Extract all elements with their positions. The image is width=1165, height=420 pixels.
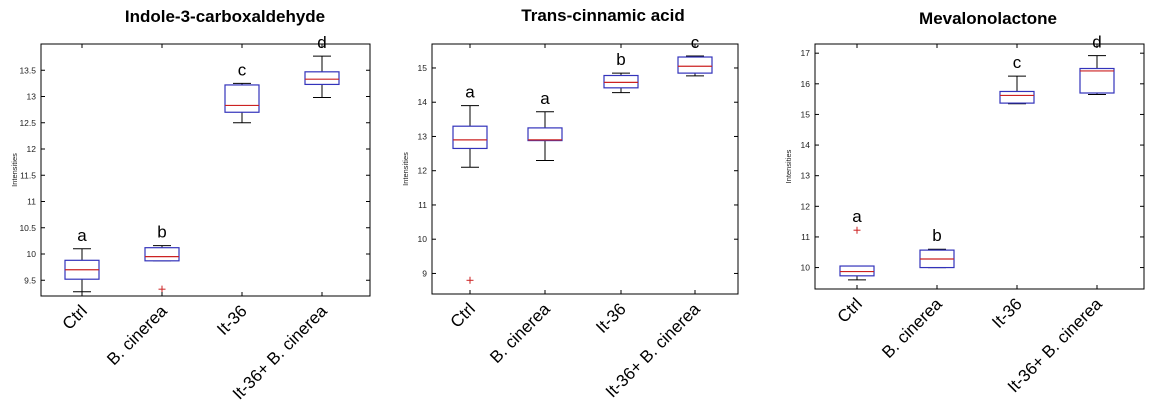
box-4: d bbox=[304, 33, 340, 99]
x-category-label: B. cinerea bbox=[486, 299, 554, 367]
box-1: a bbox=[452, 83, 488, 284]
iqr-box bbox=[224, 84, 260, 113]
y-tick-label: 17 bbox=[801, 48, 811, 58]
iqr-box bbox=[839, 265, 875, 277]
x-category-label: Ctrl bbox=[59, 301, 91, 333]
iqr-box bbox=[452, 125, 488, 150]
y-axis-label: Intensities bbox=[784, 149, 793, 183]
box-2: b bbox=[144, 223, 180, 293]
significance-letter: b bbox=[616, 50, 625, 69]
y-axis-label: Intensities bbox=[10, 153, 19, 187]
y-tick-label: 11.5 bbox=[20, 170, 36, 180]
box-2: b bbox=[919, 226, 955, 269]
plot-frame bbox=[40, 43, 371, 297]
chart-panel-2: Trans-cinnamic acid 9 10 11 12 13 14 15 Intensit… bbox=[401, 6, 739, 401]
box-3: c bbox=[224, 60, 260, 124]
chart-title: Mevalonolactone bbox=[919, 9, 1057, 28]
box-1: a bbox=[64, 226, 100, 293]
significance-letter: c bbox=[1013, 53, 1022, 72]
box-4: c bbox=[677, 33, 713, 77]
y-tick-label: 14 bbox=[801, 140, 811, 150]
y-tick-label: 9 bbox=[422, 268, 427, 278]
y-tick-label: 12 bbox=[801, 201, 811, 211]
significance-letter: b bbox=[932, 226, 941, 245]
iqr-box bbox=[1079, 67, 1115, 94]
y-tick-label: 15 bbox=[418, 63, 428, 73]
y-tick-label: 13.5 bbox=[19, 65, 36, 75]
iqr-box bbox=[304, 71, 340, 86]
box-3: b bbox=[603, 50, 639, 94]
outlier-marker bbox=[853, 226, 861, 234]
chart-panel-1: Indole-3-carboxaldehyde 9.5 10 10.5 11 11.5 12… bbox=[10, 7, 371, 403]
y-tick-label: 15 bbox=[801, 109, 811, 119]
y-tick-label: 10.5 bbox=[19, 223, 36, 233]
significance-letter: a bbox=[852, 207, 862, 226]
significance-letter: b bbox=[157, 223, 166, 242]
box-1: a bbox=[839, 207, 875, 281]
box-3: c bbox=[999, 53, 1035, 105]
y-tick-label: 14 bbox=[418, 97, 428, 107]
iqr-box bbox=[999, 90, 1035, 104]
x-category-label: B. cinerea bbox=[878, 294, 946, 362]
y-tick-label: 11 bbox=[27, 197, 36, 207]
y-tick-label: 10 bbox=[418, 234, 428, 244]
significance-letter: a bbox=[540, 89, 550, 108]
chart-panel-3: Mevalonolactone 10 11 12 13 14 15 16 17 Intensiti… bbox=[784, 9, 1145, 396]
y-tick-label: 9.5 bbox=[24, 275, 36, 285]
plot-frame bbox=[431, 43, 739, 295]
y-tick-label: 11 bbox=[418, 200, 427, 210]
iqr-box bbox=[677, 56, 713, 74]
y-tick-label: 12.5 bbox=[19, 118, 36, 128]
significance-letter: a bbox=[465, 83, 475, 102]
x-category-label: B. cinerea bbox=[103, 301, 171, 369]
y-tick-label: 13 bbox=[27, 92, 37, 102]
x-category-label: It-36 bbox=[213, 301, 250, 338]
y-tick-label: 16 bbox=[801, 79, 811, 89]
significance-letter: d bbox=[1092, 33, 1101, 52]
x-category-label: It-36 bbox=[592, 299, 629, 336]
y-tick-label: 13 bbox=[418, 131, 428, 141]
y-tick-label: 10 bbox=[801, 263, 811, 273]
significance-letter: a bbox=[77, 226, 87, 245]
outlier-marker bbox=[466, 276, 474, 284]
x-category-label: Ctrl bbox=[447, 299, 479, 331]
significance-letter: c bbox=[691, 33, 700, 52]
x-category-label: Ctrl bbox=[834, 294, 866, 326]
significance-letter: d bbox=[317, 33, 326, 52]
iqr-box bbox=[144, 247, 180, 262]
x-category-label: It-36 bbox=[988, 294, 1025, 331]
box-4: d bbox=[1079, 33, 1115, 96]
y-tick-label: 13 bbox=[801, 171, 811, 181]
y-tick-label: 12 bbox=[27, 144, 37, 154]
iqr-box bbox=[527, 127, 563, 142]
iqr-box bbox=[603, 74, 639, 89]
y-tick-label: 11 bbox=[801, 232, 810, 242]
significance-letter: c bbox=[238, 60, 247, 79]
chart-title: Trans-cinnamic acid bbox=[521, 6, 684, 25]
y-tick-label: 12 bbox=[418, 166, 428, 176]
box-2: a bbox=[527, 89, 563, 161]
chart-title: Indole-3-carboxaldehyde bbox=[125, 7, 325, 26]
outlier-marker bbox=[158, 285, 166, 293]
y-tick-label: 10 bbox=[27, 249, 37, 259]
y-axis-label: Intensities bbox=[401, 152, 410, 186]
plot-frame bbox=[814, 43, 1145, 290]
